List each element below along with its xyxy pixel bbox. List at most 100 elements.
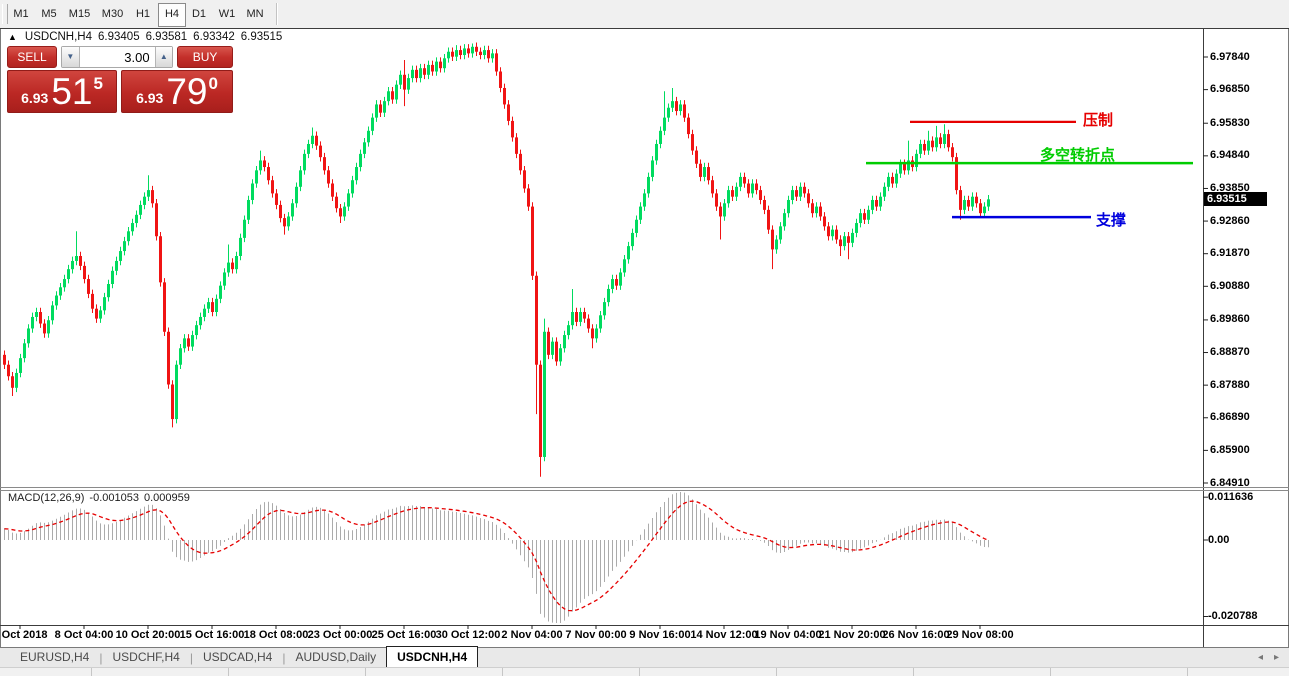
price-tick-label: 6.86890 (1210, 411, 1250, 424)
support-label[interactable]: 支撑 (1096, 212, 1127, 229)
time-tick-label: 26 Nov 16:00 (882, 629, 950, 641)
bar-high-value: 6.93581 (145, 31, 188, 43)
time-tick-label: 29 Nov 08:00 (946, 629, 1014, 641)
time-tick-label: 21 Nov 20:00 (818, 629, 886, 641)
timeframe-button-h4[interactable]: H4 (158, 3, 186, 27)
time-tick-label: 14 Nov 12:00 (690, 629, 758, 641)
tab-usdcnh-h4[interactable]: USDCNH,H4 (386, 645, 479, 667)
bid-price-prefix: 6.93 (21, 90, 49, 106)
tab-audusd-daily[interactable]: AUDUSD,Daily (295, 650, 377, 664)
timeframe-toolbar: M1 M5 M15 M30 H1 H4 D1 W1 MN (0, 0, 1289, 28)
timeframe-button-d1[interactable]: D1 (191, 8, 207, 20)
bid-price-box[interactable]: 6.93 51 5 (7, 70, 117, 113)
timeframe-button-m15[interactable]: M15 (68, 8, 91, 20)
one-click-trade-panel: SELL ▼ ▲ BUY 6.93 51 5 6.93 79 0 (7, 46, 233, 113)
collapse-chart-icon[interactable]: ▲ (8, 32, 17, 42)
time-tick-label: 10 Oct 20:00 (115, 629, 181, 641)
price-tick-label: 6.87880 (1210, 378, 1250, 391)
status-bar (0, 667, 1289, 676)
resistance-label[interactable]: 压制 (1083, 112, 1114, 129)
status-bar-divider (228, 668, 229, 676)
tab-divider: | (99, 650, 103, 665)
chart-background (0, 29, 1289, 647)
tab-scroll-right-icon[interactable]: ▸ (1273, 652, 1279, 663)
candlestick-series (3, 42, 990, 477)
timeframe-button-m1[interactable]: M1 (13, 8, 29, 20)
volume-spinner: ▼ ▲ (61, 46, 174, 68)
status-bar-divider (776, 668, 777, 676)
time-tick-label: 25 Oct 16:00 (371, 629, 437, 641)
price-tick-label: 6.88870 (1210, 346, 1250, 359)
macd-tick-label: 0.011636 (1208, 490, 1254, 503)
time-tick-label: 8 Oct 04:00 (54, 629, 114, 641)
volume-decrease-icon[interactable]: ▼ (62, 47, 80, 67)
price-tick-label: 6.89860 (1210, 313, 1250, 326)
bid-price-big: 51 (51, 71, 93, 112)
chart-title-strip: ▲ USDCNH,H4 6.93405 6.93581 6.93342 6.93515 (8, 31, 282, 46)
current-price-tag: 6.93515 (1204, 192, 1267, 207)
tab-divider: | (189, 650, 193, 665)
timeframe-button-m30[interactable]: M30 (101, 8, 124, 20)
status-bar-divider (502, 668, 503, 676)
tab-strip: EURUSD,H4 | USDCHF,H4 | USDCAD,H4 | AUDUSD,Dai… (10, 645, 479, 667)
time-tick-label: 19 Nov 04:00 (754, 629, 822, 641)
timeframe-button-w1[interactable]: W1 (218, 8, 236, 20)
time-tick-label: 30 Oct 12:00 (435, 629, 501, 641)
time-tick-label: 23 Oct 00:00 (307, 629, 373, 641)
bar-low-value: 6.93342 (193, 31, 235, 43)
price-tick-label: 6.84910 (1210, 476, 1250, 489)
tab-divider: | (282, 650, 286, 665)
status-bar-divider (639, 668, 640, 676)
volume-input[interactable] (79, 47, 155, 67)
time-tick-label: 15 Oct 16:00 (179, 629, 245, 641)
tab-scroll-left-icon[interactable]: ◂ (1257, 652, 1263, 663)
macd-tick-label: -0.020788 (1208, 610, 1258, 622)
price-tick-label: 6.93850 (1210, 181, 1250, 194)
time-tick-label: 7 Nov 00:00 (565, 629, 627, 641)
price-axis (1203, 56, 1208, 617)
bar-open-value: 6.93405 (98, 31, 140, 43)
bar-close-value: 6.93515 (240, 31, 283, 43)
macd-signal-line (4, 500, 989, 612)
time-axis (19, 625, 981, 629)
price-tick-label: 6.94840 (1210, 149, 1250, 162)
sell-button[interactable]: SELL (7, 46, 58, 68)
ask-price-big: 79 (166, 71, 208, 112)
ask-price-box[interactable]: 6.93 79 0 (121, 70, 233, 113)
time-tick-label: 9 Nov 16:00 (629, 629, 691, 641)
chart-symbol-period: USDCNH,H4 (24, 31, 93, 43)
status-bar-divider (365, 668, 366, 676)
bull-bear-pivot-label[interactable]: 多空转折点 (1040, 147, 1116, 164)
tab-eurusd-h4[interactable]: EURUSD,H4 (20, 650, 90, 664)
bid-price-sup: 5 (93, 74, 103, 93)
tab-usdcad-h4[interactable]: USDCAD,H4 (202, 650, 273, 664)
price-tick-label: 6.91870 (1210, 247, 1250, 260)
price-tick-label: 6.92860 (1210, 214, 1250, 227)
macd-signal-value: 0.000959 (143, 492, 190, 504)
price-tick-label: 6.90880 (1210, 279, 1250, 292)
time-tick-label: 2 Nov 04:00 (501, 629, 563, 641)
chart-tab-bar: EURUSD,H4 | USDCHF,H4 | USDCAD,H4 | AUDUSD,Dai… (0, 645, 1289, 667)
time-tick-label: 18 Oct 08:00 (243, 629, 309, 641)
macd-main-value: -0.001053 (89, 492, 139, 504)
macd-tick-label: 0.00 (1208, 533, 1230, 546)
status-bar-divider (913, 668, 914, 676)
macd-indicator-label: MACD(12,26,9) -0.001053 0.000959 (8, 492, 195, 504)
toolbar-grip-handle[interactable] (2, 4, 8, 24)
volume-increase-icon[interactable]: ▲ (154, 47, 173, 67)
macd-histogram (4, 492, 989, 623)
ask-price-sup: 0 (208, 74, 218, 93)
tab-usdchf-h4[interactable]: USDCHF,H4 (112, 650, 180, 664)
timeframe-button-m5[interactable]: M5 (41, 8, 57, 20)
toolbar-separator (276, 3, 278, 25)
macd-name: MACD(12,26,9) (8, 492, 85, 504)
buy-button[interactable]: BUY (177, 46, 233, 68)
timeframe-button-h1[interactable]: H1 (135, 8, 151, 20)
timeframe-button-mn[interactable]: MN (246, 8, 264, 20)
price-tick-label: 6.95830 (1210, 116, 1250, 129)
status-bar-divider (1050, 668, 1051, 676)
price-tick-label: 6.96850 (1210, 83, 1250, 96)
time-tick-label: 3 Oct 2018 (0, 629, 48, 641)
